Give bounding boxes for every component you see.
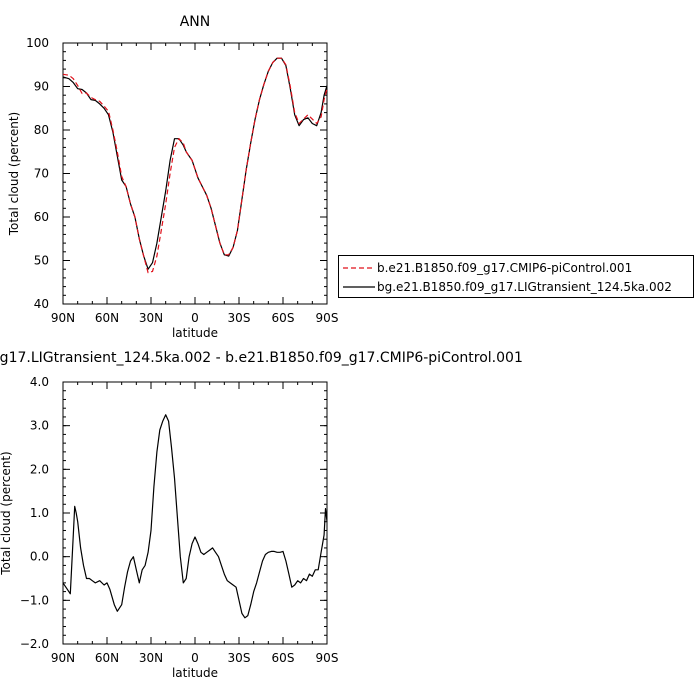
x-axis-label: latitude: [172, 326, 218, 340]
x-tick-label: 60S: [272, 311, 295, 325]
legend-item-series-1: b.e21.B1850.f09_g17.CMIP6-piControl.001: [343, 259, 632, 277]
y-tick-label: 80: [34, 123, 49, 137]
y-tick-label: −1.0: [20, 593, 49, 607]
x-tick-label: 90S: [316, 311, 339, 325]
bottom-panel: 90N 60N 30N 0 30S 60S 90S −2.0 −1.0 0.0 1.0 2.0 3.0 4…: [0, 350, 523, 680]
y-tick-label: 90: [34, 80, 49, 94]
legend-label-series-1: b.e21.B1850.f09_g17.CMIP6-piControl.001: [377, 261, 633, 275]
x-tick-label: 90N: [51, 651, 75, 665]
x-tick-label: 60S: [272, 651, 295, 665]
x-tick-label: 30N: [139, 651, 163, 665]
x-tick-label: 0: [191, 311, 199, 325]
y-tick-label: 3.0: [30, 419, 49, 433]
legend-label-series-2: bg.e21.B1850.f09_g17.LIGtransient_124.5k…: [377, 280, 672, 294]
x-tick-label: 0: [191, 651, 199, 665]
plot-frame: [62, 381, 328, 645]
x-tick-label: 30N: [139, 311, 163, 325]
y-tick-label: 1.0: [30, 506, 49, 520]
y-tick-label: 4.0: [30, 375, 49, 389]
legend-item-series-2: bg.e21.B1850.f09_g17.LIGtransient_124.5k…: [343, 278, 672, 296]
x-axis-label: latitude: [172, 666, 218, 680]
series-line-1: [62, 57, 328, 274]
y-axis-label: Total cloud (percent): [7, 112, 21, 236]
x-tick-label: 60N: [95, 311, 119, 325]
y-tick-label: −2.0: [20, 637, 49, 651]
x-tick-label: 90N: [51, 311, 75, 325]
x-tick-label: 60N: [95, 651, 119, 665]
y-tick-label: 0.0: [30, 550, 49, 564]
series-line-2: [62, 57, 328, 270]
chart-title: ANN: [180, 14, 211, 30]
y-tick-label: 40: [34, 297, 49, 311]
plot-frame: [62, 42, 328, 305]
y-tick-label: 60: [34, 210, 49, 224]
top-panel: 90N 60N 30N 0 30S 60S 90S 40 50 60 70 80 90 100 ANN lat…: [7, 14, 338, 340]
y-axis-label: Total cloud (percent): [0, 451, 13, 575]
chart-title: bg.e21.B1850.f09_g17.LIGtransient_124.5k…: [0, 350, 523, 366]
x-tick-label: 30S: [228, 311, 251, 325]
legend-swatch-series-1: [343, 267, 375, 269]
y-tick-label: 70: [34, 167, 49, 181]
x-tick-label: 30S: [228, 651, 251, 665]
x-tick-label: 90S: [316, 651, 339, 665]
series-line-1: [62, 414, 328, 619]
y-tick-label: 50: [34, 254, 49, 268]
y-tick-label: 100: [26, 36, 49, 50]
legend: b.e21.B1850.f09_g17.CMIP6-piControl.001 …: [338, 255, 694, 298]
y-tick-label: 2.0: [30, 462, 49, 476]
legend-swatch-series-2: [343, 286, 375, 288]
